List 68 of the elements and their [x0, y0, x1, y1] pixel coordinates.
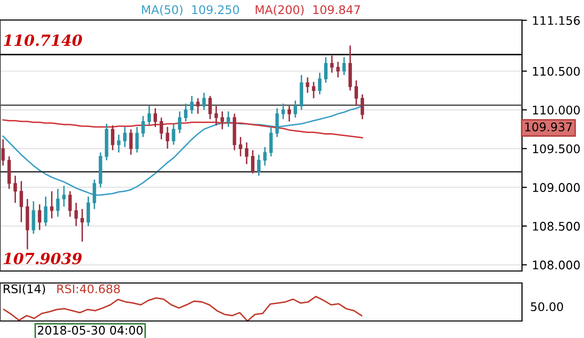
candlestick	[190, 95, 194, 114]
candlestick	[147, 105, 151, 126]
candlestick	[110, 124, 114, 151]
candlestick	[312, 81, 316, 99]
candlestick	[214, 105, 218, 126]
candlestick	[14, 175, 17, 204]
candlestick	[348, 44, 352, 92]
candlestick	[56, 188, 60, 218]
candlestick	[330, 54, 334, 74]
candlestick	[226, 110, 230, 128]
candlestick	[80, 208, 84, 242]
candlestick	[244, 142, 248, 165]
annotation: 107.9039	[4, 252, 82, 264]
candlestick	[184, 102, 188, 122]
text: MA(50) 109.250	[142, 5, 239, 16]
candlestick	[74, 202, 78, 227]
y-tick-label: 110.000	[533, 106, 580, 115]
candlestick	[117, 134, 120, 154]
candlestick	[172, 123, 176, 146]
candlestick	[354, 80, 358, 107]
text: 2018-05-30 04:00	[38, 326, 143, 335]
candlestick	[160, 116, 164, 140]
ref-line-label: 110.7140	[4, 34, 82, 46]
candlestick	[50, 190, 54, 220]
candlestick	[342, 56, 346, 76]
candlestick	[251, 149, 254, 174]
text: MA(200) 109.847	[256, 5, 360, 16]
candlestick	[129, 128, 133, 156]
candlestick	[220, 110, 224, 130]
candlestick	[141, 115, 145, 138]
candlestick	[92, 178, 96, 210]
candlestick	[68, 190, 72, 218]
y-tick-label: 108.500	[533, 222, 580, 231]
candlestick	[154, 108, 158, 128]
candlestick	[1, 138, 5, 166]
chart-title: RSI(14)	[4, 284, 46, 295]
candlestick	[257, 154, 261, 176]
candlestick	[288, 105, 291, 122]
y-tick-label: 109.000	[533, 183, 580, 192]
candlestick	[7, 156, 11, 190]
candlestick	[20, 180, 24, 223]
candlestick	[281, 102, 285, 120]
y-tick-label: 110.500	[533, 66, 580, 76]
candlestick	[324, 56, 328, 84]
candlestick	[318, 72, 322, 96]
candlestick	[62, 185, 66, 208]
candlestick	[38, 204, 42, 231]
candlestick	[44, 196, 48, 227]
candlestick	[208, 95, 212, 120]
text: 109.937	[525, 122, 572, 132]
candlestick	[238, 136, 242, 158]
candlestick	[275, 108, 279, 138]
candlestick	[306, 76, 310, 94]
text: 50.00	[530, 302, 564, 312]
candlestick	[300, 74, 304, 111]
y-tick-label: 108.000	[533, 260, 580, 270]
candlestick	[32, 200, 36, 235]
candlestick	[26, 198, 30, 250]
y-tick-label: 109.500	[533, 144, 580, 154]
candlestick	[263, 146, 267, 166]
candlestick	[123, 126, 127, 148]
candlestick	[196, 98, 200, 114]
y-tick-label: 111.156	[533, 16, 580, 25]
candlestick	[360, 94, 364, 120]
candlestick	[178, 110, 182, 134]
candlestick	[294, 100, 298, 118]
series-label: RSI:40.688	[57, 284, 120, 294]
candlestick	[86, 196, 90, 227]
